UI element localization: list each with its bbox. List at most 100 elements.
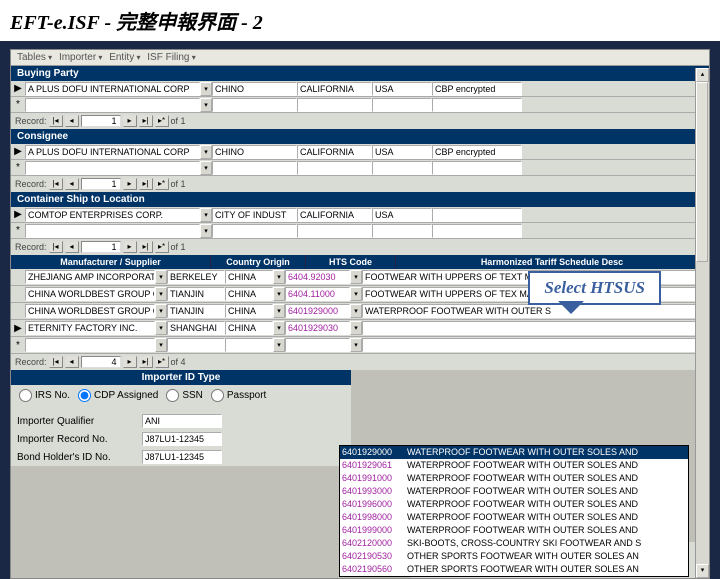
mfr-name[interactable]: CHINA WORLDBEST GROUP CO (25, 304, 155, 318)
nav-prev[interactable]: ◂ (65, 115, 79, 127)
scroll-thumb[interactable] (696, 82, 708, 262)
container-name[interactable]: COMTOP ENTERPRISES CORP. (25, 208, 200, 222)
nav-last[interactable]: ▸| (139, 356, 153, 368)
hts-option[interactable]: 6401929061WATERPROOF FOOTWEAR WITH OUTER… (340, 459, 688, 472)
consignee-row[interactable]: ▶ A PLUS DOFU INTERNATIONAL CORP▾ CHINO … (11, 144, 709, 160)
mfr-row[interactable]: CHINA WORLDBEST GROUP CO▾ TIANJIN CHINA▾… (11, 303, 709, 320)
consignee-row-new[interactable]: * ▾ (11, 160, 709, 176)
dropdown-icon[interactable]: ▾ (200, 224, 212, 238)
nav-next[interactable]: ▸ (123, 115, 137, 127)
nav-last[interactable]: ▸| (139, 241, 153, 253)
hts-option[interactable]: 6401996000WATERPROOF FOOTWEAR WITH OUTER… (340, 498, 688, 511)
hts-option[interactable]: 6402190530OTHER SPORTS FOOTWEAR WITH OUT… (340, 550, 688, 563)
container-row[interactable]: ▶ COMTOP ENTERPRISES CORP.▾ CITY OF INDU… (11, 207, 709, 223)
nav-first[interactable]: |◂ (49, 241, 63, 253)
hts-desc: WATERPROOF FOOTWEAR WITH OUTER SOLES AND (407, 459, 686, 472)
hts-option[interactable]: 6402120000SKI-BOOTS, CROSS-COUNTRY SKI F… (340, 537, 688, 550)
hts-desc: WATERPROOF FOOTWEAR WITH OUTER SOLES AND (407, 472, 686, 485)
menu-entity[interactable]: Entity (109, 52, 140, 63)
nav-new[interactable]: ▸* (155, 178, 169, 190)
qual-label: Importer Qualifier (17, 416, 142, 427)
dropdown-icon[interactable]: ▾ (155, 270, 167, 284)
nav-prev[interactable]: ◂ (65, 178, 79, 190)
qual-input[interactable] (142, 414, 222, 428)
hts-code: 6401993000 (342, 485, 407, 498)
dropdown-icon[interactable]: ▾ (273, 304, 285, 318)
dropdown-icon[interactable]: ▾ (273, 270, 285, 284)
nav-next[interactable]: ▸ (123, 241, 137, 253)
mfr-hts[interactable]: 6401929030 (285, 321, 350, 335)
scrollbar[interactable]: ▴ ▾ (695, 68, 709, 578)
radio-ssn[interactable]: SSN (166, 389, 203, 402)
radio-cdp[interactable]: CDP Assigned (78, 389, 158, 402)
menu-isf[interactable]: ISF Filing (147, 52, 195, 63)
buying-state: CALIFORNIA (297, 82, 372, 96)
dropdown-icon[interactable]: ▾ (155, 321, 167, 335)
hts-option[interactable]: 6401993000WATERPROOF FOOTWEAR WITH OUTER… (340, 485, 688, 498)
container-nav: Record: |◂ ◂ 1 ▸ ▸| ▸* of 1 (11, 239, 709, 255)
menu-importer[interactable]: Importer (59, 52, 102, 63)
hts-code: 6401999000 (342, 524, 407, 537)
dropdown-icon[interactable]: ▾ (273, 287, 285, 301)
mfr-row[interactable]: ▶ ETERNITY FACTORY INC.▾ SHANGHAI CHINA▾… (11, 320, 709, 337)
dropdown-icon[interactable]: ▾ (200, 208, 212, 222)
hts-option[interactable]: 6401998000WATERPROOF FOOTWEAR WITH OUTER… (340, 511, 688, 524)
radio-passport[interactable]: Passport (211, 389, 266, 402)
nav-prev[interactable]: ◂ (65, 241, 79, 253)
dropdown-icon[interactable]: ▾ (350, 270, 362, 284)
mfr-hts[interactable]: 6404.11000 (285, 287, 350, 301)
radio-irs[interactable]: IRS No. (19, 389, 70, 402)
nav-next[interactable]: ▸ (123, 356, 137, 368)
nav-first[interactable]: |◂ (49, 356, 63, 368)
importer-header: Importer ID Type (11, 370, 351, 385)
dropdown-icon[interactable]: ▾ (350, 287, 362, 301)
hts-option[interactable]: 6401929000WATERPROOF FOOTWEAR WITH OUTER… (340, 446, 688, 459)
nav-new[interactable]: ▸* (155, 356, 169, 368)
hts-dropdown[interactable]: 6401929000WATERPROOF FOOTWEAR WITH OUTER… (339, 445, 689, 577)
hts-option[interactable]: 6402190560OTHER SPORTS FOOTWEAR WITH OUT… (340, 563, 688, 576)
dropdown-icon[interactable]: ▾ (350, 304, 362, 318)
hts-desc: OTHER SPORTS FOOTWEAR WITH OUTER SOLES A… (407, 550, 686, 563)
nav-next[interactable]: ▸ (123, 178, 137, 190)
nav-first[interactable]: |◂ (49, 115, 63, 127)
mfr-hts[interactable]: 6404.92030 (285, 270, 350, 284)
dropdown-icon[interactable]: ▾ (273, 321, 285, 335)
nav-last[interactable]: ▸| (139, 115, 153, 127)
mfr-co: CHINA (225, 321, 273, 335)
nav-new[interactable]: ▸* (155, 241, 169, 253)
dropdown-icon[interactable]: ▾ (200, 82, 212, 96)
buying-nav: Record: |◂ ◂ 1 ▸ ▸| ▸* of 1 (11, 113, 709, 129)
mfr-name[interactable]: CHINA WORLDBEST GROUP CO (25, 287, 155, 301)
consignee-name[interactable]: A PLUS DOFU INTERNATIONAL CORP (25, 145, 200, 159)
mfr-name[interactable]: ETERNITY FACTORY INC. (25, 321, 155, 335)
menu-tables[interactable]: Tables (17, 52, 52, 63)
rec-input[interactable] (142, 432, 222, 446)
buying-row[interactable]: ▶ A PLUS DOFU INTERNATIONAL CORP▾ CHINO … (11, 81, 709, 97)
new-marker: * (11, 99, 25, 110)
mfr-city: TIANJIN (167, 287, 225, 301)
dropdown-icon[interactable]: ▾ (200, 98, 212, 112)
mfr-name[interactable]: ZHEJIANG AMP INCORPORATIO (25, 270, 155, 284)
hts-option[interactable]: 6401991000WATERPROOF FOOTWEAR WITH OUTER… (340, 472, 688, 485)
dropdown-icon[interactable]: ▾ (350, 321, 362, 335)
dropdown-icon[interactable]: ▾ (200, 161, 212, 175)
dropdown-icon[interactable]: ▾ (155, 304, 167, 318)
dropdown-icon[interactable]: ▾ (155, 287, 167, 301)
record-of: of 1 (171, 116, 186, 126)
nav-new[interactable]: ▸* (155, 115, 169, 127)
container-row-new[interactable]: * ▾ (11, 223, 709, 239)
bond-input[interactable] (142, 450, 222, 464)
mfr-hts[interactable]: 6401929000 (285, 304, 350, 318)
app-window: Tables Importer Entity ISF Filing Buying… (10, 49, 710, 579)
mfr-desc: WATERPROOF FOOTWEAR WITH OUTER S (362, 304, 697, 318)
scroll-up-icon[interactable]: ▴ (696, 68, 709, 82)
buying-name[interactable]: A PLUS DOFU INTERNATIONAL CORP (25, 82, 200, 96)
nav-last[interactable]: ▸| (139, 178, 153, 190)
mfr-row-new[interactable]: *▾▾▾▾ (11, 337, 709, 354)
hts-desc: WATERPROOF FOOTWEAR WITH OUTER SOLES AND (407, 498, 686, 511)
hts-option[interactable]: 6401999000WATERPROOF FOOTWEAR WITH OUTER… (340, 524, 688, 537)
nav-first[interactable]: |◂ (49, 178, 63, 190)
dropdown-icon[interactable]: ▾ (200, 145, 212, 159)
nav-prev[interactable]: ◂ (65, 356, 79, 368)
buying-row-new[interactable]: * ▾ (11, 97, 709, 113)
